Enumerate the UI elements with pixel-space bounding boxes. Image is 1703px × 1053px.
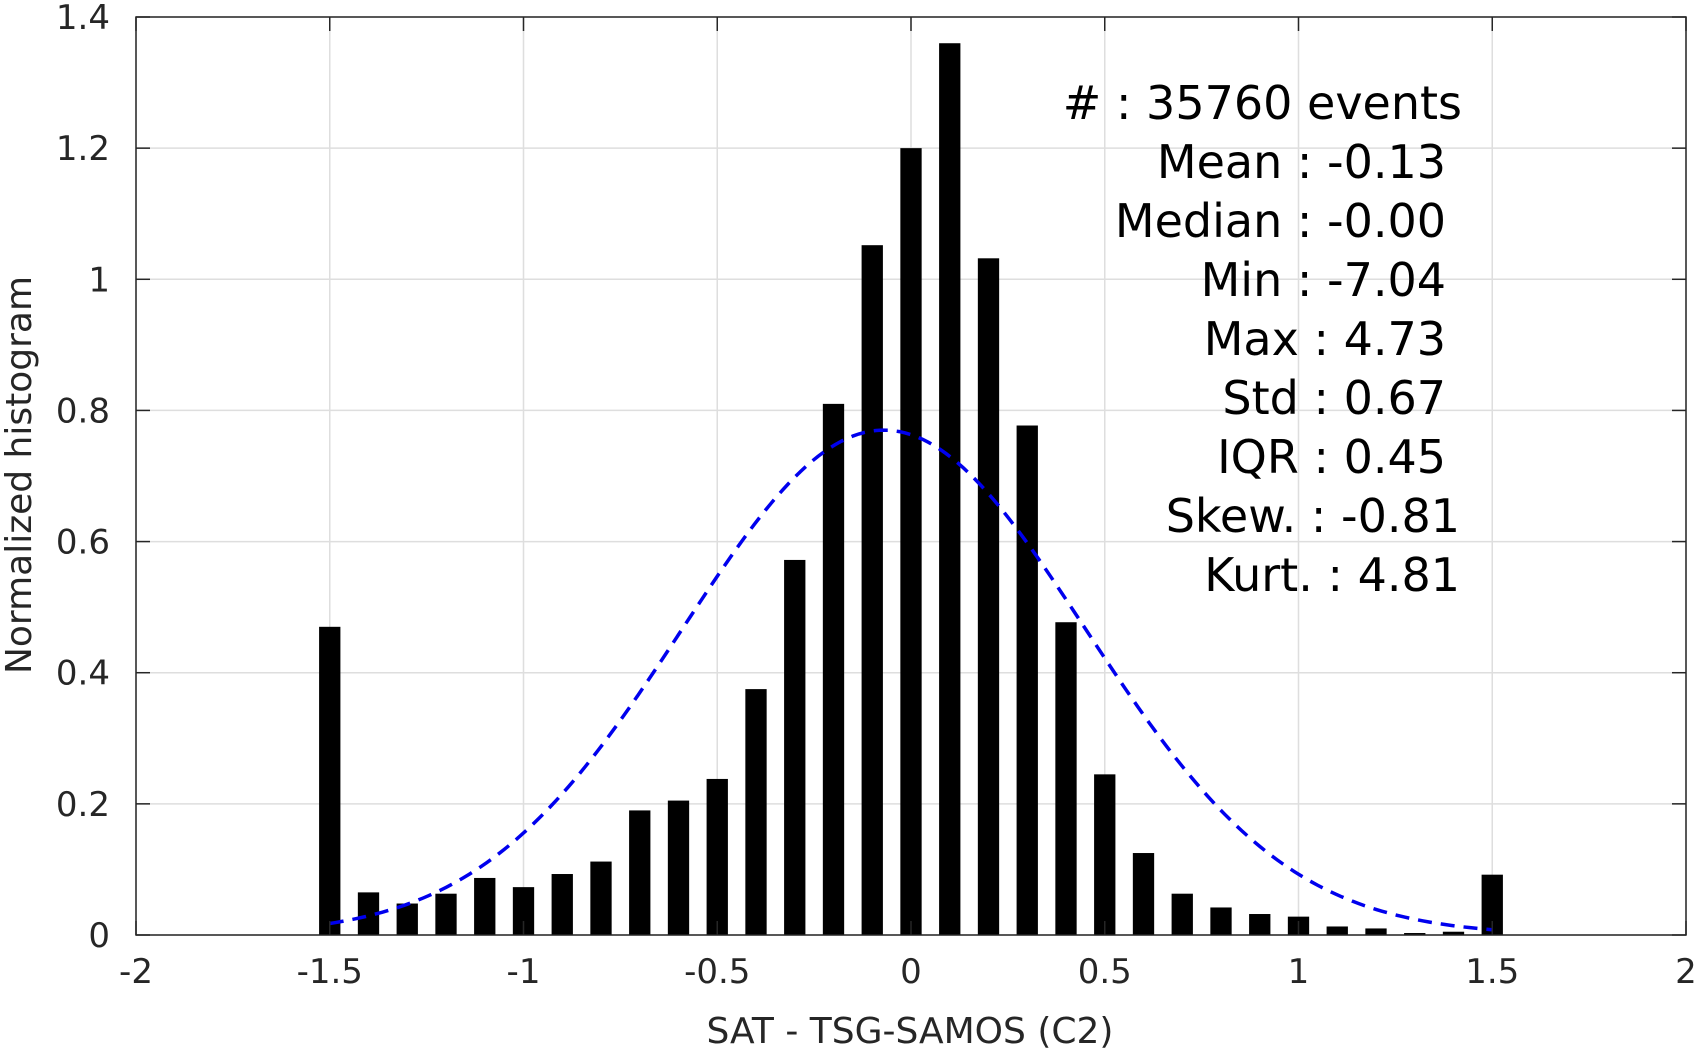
stat-label: Mean: [1157, 135, 1297, 189]
y-tick-label: 1: [88, 260, 110, 300]
histogram-bar: [667, 800, 690, 935]
y-tick-label: 0.4: [56, 654, 110, 694]
x-tick-label: -1: [507, 952, 541, 992]
x-tick-label: -2: [119, 952, 153, 992]
stat-value: : -0.13: [1297, 135, 1446, 189]
y-tick-label: 0.8: [56, 391, 110, 431]
ticks-layer: -2 -1.5 -1 -0.5 0 0.5 1 1.5 2 0 0.2 0.4 0.6 0.8 1 1.2 1.…: [56, 0, 1697, 992]
stat-line: Median : -0.00: [1115, 194, 1446, 248]
x-axis-label: SAT - TSG-SAMOS (C2): [707, 1011, 1114, 1052]
stat-value: : -7.04: [1297, 253, 1446, 307]
stat-label: Max: [1204, 312, 1314, 366]
stat-value: : -0.81: [1311, 489, 1460, 543]
stat-value: : 0.45: [1313, 430, 1446, 484]
y-tick-label: 0.6: [56, 523, 110, 563]
histogram-bar: [939, 43, 961, 935]
stat-value: : 4.73: [1313, 312, 1446, 366]
histogram-bar: [1404, 933, 1426, 935]
histogram-bar: [1132, 853, 1155, 935]
stat-label: Kurt.: [1204, 548, 1327, 602]
histogram-bar: [1171, 893, 1193, 935]
y-axis-label: Normalized histogram: [0, 276, 40, 674]
stat-line: Max : 4.73: [1204, 312, 1446, 366]
histogram-bar: [1442, 931, 1465, 935]
histogram-bar: [1365, 928, 1387, 935]
stat-label: Median: [1115, 194, 1297, 248]
histogram-bar: [745, 689, 767, 935]
x-tick-label: -0.5: [684, 952, 750, 992]
histogram-bar: [357, 892, 380, 935]
stat-value: : 35760 events: [1116, 76, 1462, 130]
histogram-bar: [474, 877, 496, 935]
histogram-bar: [319, 626, 341, 935]
stat-line: Skew. : -0.81: [1166, 489, 1460, 543]
x-tick-label: 0: [900, 952, 922, 992]
histogram-bar: [1481, 874, 1503, 935]
histogram-bar: [784, 559, 806, 935]
stat-label: Min: [1201, 253, 1297, 307]
stat-line: # : 35760 events: [1063, 76, 1462, 130]
histogram-bar: [977, 258, 1000, 935]
y-tick-label: 0: [88, 916, 110, 956]
x-tick-label: 2: [1675, 952, 1697, 992]
stat-line: Min : -7.04: [1201, 253, 1446, 307]
histogram-bar: [1326, 926, 1348, 935]
x-tick-label: 0.5: [1078, 952, 1132, 992]
stat-value: : -0.00: [1297, 194, 1446, 248]
histogram-bar: [1016, 425, 1038, 935]
histogram-bar: [900, 148, 922, 936]
histogram-bar: [822, 403, 845, 935]
x-tick-label: 1.5: [1465, 952, 1519, 992]
histogram-bar: [1055, 622, 1077, 935]
stat-line: Std : 0.67: [1222, 371, 1446, 425]
histogram-bar: [590, 861, 612, 935]
stat-label: Skew.: [1166, 489, 1311, 543]
stat-line: Kurt. : 4.81: [1204, 548, 1460, 602]
stat-label: IQR: [1217, 430, 1313, 484]
histogram-bar: [551, 874, 573, 935]
stat-line: Mean : -0.13: [1157, 135, 1446, 189]
gaussian-fit-curve: [329, 428, 1493, 932]
histogram-bar: [1094, 774, 1116, 935]
histogram-bar: [629, 810, 651, 935]
stat-value: : 4.81: [1327, 548, 1460, 602]
histogram-bar: [435, 893, 457, 935]
x-tick-label: 1: [1288, 952, 1310, 992]
y-tick-label: 1.2: [56, 129, 110, 169]
histogram-bar: [861, 245, 883, 935]
fit-curve-layer: [329, 428, 1493, 932]
histogram-bar: [1249, 914, 1271, 935]
histogram-bar: [706, 778, 728, 935]
histogram-bar: [396, 903, 418, 935]
histogram-bar: [1210, 907, 1232, 935]
y-tick-label: 1.4: [56, 0, 110, 38]
stat-value: : 0.67: [1313, 371, 1446, 425]
y-tick-label: 0.2: [56, 785, 110, 825]
stat-label: Std: [1222, 371, 1313, 425]
stat-line: IQR : 0.45: [1217, 430, 1446, 484]
stat-label: #: [1063, 76, 1116, 130]
x-tick-label: -1.5: [297, 952, 363, 992]
bars-layer: [319, 43, 1503, 936]
histogram-bar: [512, 887, 535, 935]
